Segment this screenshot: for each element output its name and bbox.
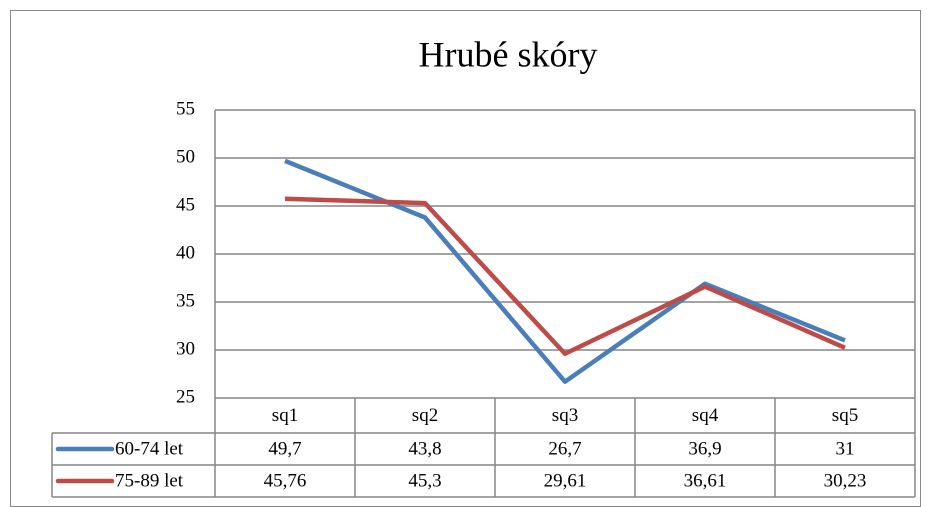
legend-label: 60-74 let [115, 438, 184, 459]
series-line [284, 158, 846, 384]
y-tick-label: 35 [176, 290, 195, 311]
table-value: 30,23 [824, 470, 867, 491]
x-tick-label: sq1 [272, 405, 298, 426]
table-value: 31 [836, 438, 855, 459]
chart-title: Hrubé skóry [419, 34, 598, 74]
y-tick-label: 40 [176, 242, 195, 263]
y-tick-label: 50 [176, 146, 195, 167]
x-tick-label: sq2 [412, 405, 438, 426]
x-tick-label: sq3 [552, 405, 578, 426]
table-value: 29,61 [544, 470, 587, 491]
y-tick-label: 30 [176, 338, 195, 359]
table-value: 45,3 [408, 470, 441, 491]
y-tick-label: 25 [176, 386, 195, 407]
table-value: 26,7 [548, 438, 581, 459]
x-tick-label: sq4 [692, 405, 719, 426]
chart-frame [10, 10, 921, 507]
y-tick-label: 45 [176, 194, 195, 215]
x-tick-label: sq5 [832, 405, 858, 426]
table-value: 36,9 [688, 438, 721, 459]
table-value: 45,76 [264, 470, 307, 491]
table-value: 49,7 [268, 438, 301, 459]
legend-label: 75-89 let [115, 470, 184, 491]
table-value: 43,8 [408, 438, 441, 459]
y-tick-label: 55 [176, 98, 195, 119]
series-line [284, 196, 846, 356]
table-value: 36,61 [684, 470, 727, 491]
